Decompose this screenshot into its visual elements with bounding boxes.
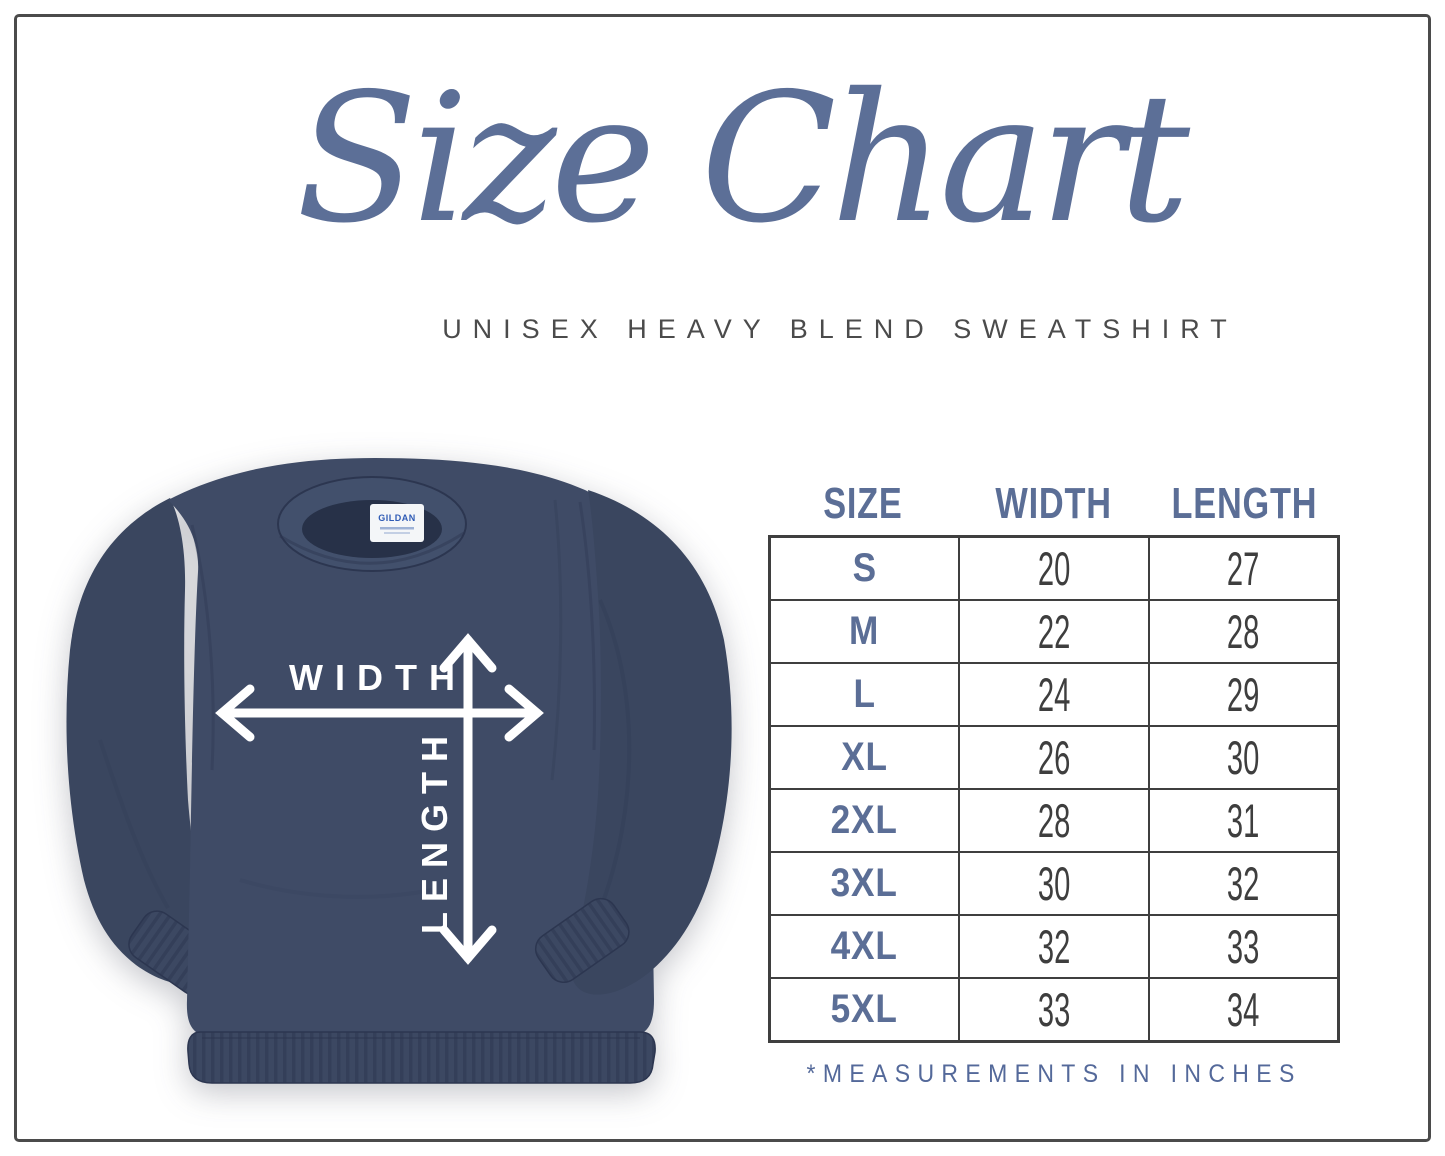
right-cuff (534, 897, 630, 983)
left-armhole-seam (190, 524, 215, 771)
measurements-footnote: *MEASUREMENTS IN INCHES (806, 1060, 1302, 1088)
brand-tag: GILDAN (370, 504, 424, 542)
sweatshirt-body (168, 458, 654, 1037)
width-arrow-label: WIDTH (289, 657, 467, 698)
width-cell: 28 (958, 788, 1150, 853)
table-row: XL 26 30 (768, 725, 1340, 790)
table-row: 3XL 30 32 (768, 851, 1340, 916)
body-fold (239, 878, 433, 899)
brand-tag-text: GILDAN (378, 513, 416, 523)
collar-seam (279, 531, 465, 565)
width-cell: 22 (958, 599, 1150, 664)
size-cell: 2XL (768, 788, 961, 853)
column-header-size: SIZE (823, 479, 904, 528)
page-border-frame (14, 14, 1431, 1142)
page-subtitle: UNISEX HEAVY BLEND SWEATSHIRT (442, 314, 1238, 344)
hem-band (187, 1031, 656, 1084)
table-row: L 24 29 (768, 662, 1340, 727)
table-row: M 22 28 (768, 599, 1340, 664)
width-cell: 33 (958, 977, 1150, 1043)
table-row: 2XL 28 31 (768, 788, 1340, 853)
right-armhole-seam (578, 501, 596, 751)
column-header-length: LENGTH (1171, 479, 1318, 528)
right-sleeve-fold (598, 599, 632, 911)
column-header-width: WIDTH (995, 479, 1113, 528)
table-row: 5XL 33 34 (768, 977, 1340, 1043)
size-cell: 5XL (768, 977, 961, 1043)
length-cell: 27 (1147, 535, 1340, 601)
size-cell: 3XL (768, 851, 961, 916)
sweatshirt-graphic: GILDAN WIDTH LENGTH (66, 458, 732, 1084)
width-cell: 26 (958, 725, 1150, 790)
width-cell: 20 (958, 535, 1150, 601)
length-cell: 34 (1147, 977, 1340, 1043)
length-cell: 33 (1147, 914, 1340, 979)
length-arrow-label: LENGTH (414, 726, 455, 934)
length-cell: 29 (1147, 662, 1340, 727)
length-arrow (439, 633, 497, 965)
right-sleeve (570, 490, 732, 995)
left-sleeve (66, 498, 212, 985)
table-row: 4XL 32 33 (768, 914, 1340, 979)
sleeve-fold (98, 739, 170, 910)
length-cell: 32 (1147, 851, 1340, 916)
size-table: S 20 27 M 22 28 L 24 29 XL 26 30 2XL 28 … (768, 535, 1340, 1043)
size-table-header: SIZE WIDTH LENGTH (768, 479, 1340, 529)
width-cell: 32 (958, 914, 1150, 979)
table-row: S 20 27 (768, 535, 1340, 601)
size-cell: S (768, 535, 961, 601)
body-crease (550, 499, 563, 781)
width-arrow (215, 684, 544, 742)
length-cell: 31 (1147, 788, 1340, 853)
size-cell: L (768, 662, 961, 727)
width-cell: 30 (958, 851, 1150, 916)
width-cell: 24 (958, 662, 1150, 727)
size-cell: XL (768, 725, 961, 790)
size-cell: 4XL (768, 914, 961, 979)
length-cell: 30 (1147, 725, 1340, 790)
size-table-body: S 20 27 M 22 28 L 24 29 XL 26 30 2XL 28 … (768, 535, 1340, 1043)
size-cell: M (768, 599, 961, 664)
length-cell: 28 (1147, 599, 1340, 664)
page-title: Size Chart (295, 55, 1190, 262)
